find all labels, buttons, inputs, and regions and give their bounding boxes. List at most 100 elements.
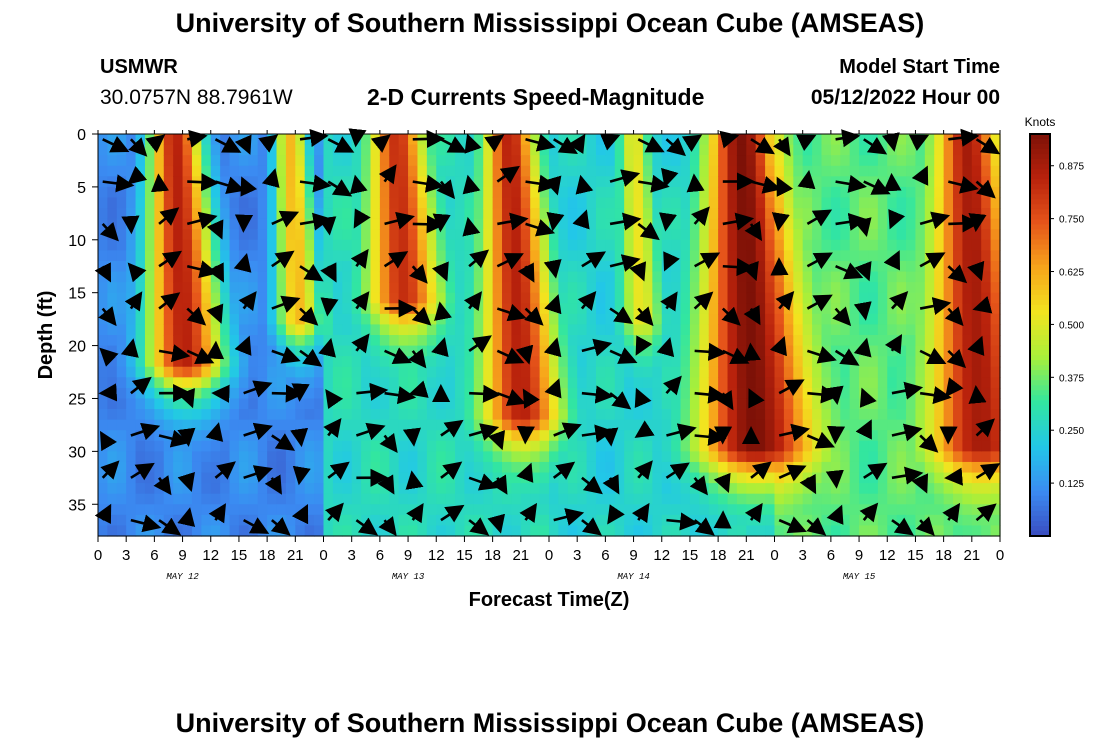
vector-arrow xyxy=(691,206,710,227)
colorbar-segment xyxy=(1030,465,1050,472)
heat-cell xyxy=(906,335,917,347)
heat-cell xyxy=(163,377,174,389)
vector-arrow xyxy=(207,262,224,283)
heat-cell xyxy=(285,176,296,188)
heat-cell xyxy=(520,229,531,241)
heat-cell xyxy=(173,134,184,146)
heat-cell xyxy=(135,165,146,177)
heat-cell xyxy=(191,493,202,505)
heat-cell xyxy=(248,239,259,251)
vector-arrow xyxy=(496,165,520,184)
heat-cell xyxy=(924,229,935,241)
heat-cell xyxy=(379,155,390,167)
heat-cell xyxy=(652,250,663,262)
heat-cell xyxy=(624,461,635,474)
vector-arrow xyxy=(515,344,534,365)
heat-cell xyxy=(163,155,174,167)
heat-cell xyxy=(943,472,954,484)
heat-cell xyxy=(389,155,400,167)
heat-cell xyxy=(633,451,644,463)
heat-cell xyxy=(567,165,578,177)
heat-cell xyxy=(558,176,569,188)
vector-arrow xyxy=(553,508,585,526)
heat-cell xyxy=(943,525,954,537)
heat-cell xyxy=(229,483,240,495)
vector-arrow xyxy=(975,418,995,438)
heat-cell xyxy=(868,440,879,452)
heat-cell xyxy=(511,335,522,347)
heat-cell xyxy=(257,260,268,273)
heat-cell xyxy=(661,440,672,452)
heat-cell xyxy=(812,176,823,188)
heat-cell xyxy=(511,514,522,527)
heat-cell xyxy=(210,387,221,400)
heat-cell xyxy=(727,430,738,442)
heat-cell xyxy=(426,440,437,452)
heat-cell xyxy=(126,186,137,199)
vector-arrow xyxy=(271,210,300,228)
heat-cell xyxy=(859,525,870,537)
heat-cell xyxy=(765,483,776,495)
heat-cell xyxy=(492,186,503,199)
heat-cell xyxy=(323,292,334,304)
heat-cell xyxy=(727,514,738,527)
heat-cell xyxy=(614,165,625,177)
heat-cell xyxy=(671,525,682,537)
heat-cell xyxy=(370,377,381,389)
vector-arrow xyxy=(406,503,424,524)
heat-cell xyxy=(332,303,343,315)
heat-cell xyxy=(511,525,522,537)
heat-cell xyxy=(257,409,268,421)
heat-cell xyxy=(417,282,428,294)
heat-cell xyxy=(257,356,268,368)
heat-cell xyxy=(661,377,672,389)
heat-cell xyxy=(661,208,672,220)
heat-cell xyxy=(285,335,296,347)
heat-cell xyxy=(473,451,484,463)
heat-cell xyxy=(642,472,653,484)
heat-cell xyxy=(502,451,513,463)
heat-cell xyxy=(191,292,202,304)
heat-cell xyxy=(238,483,249,495)
heat-cell xyxy=(370,239,381,251)
heat-cell xyxy=(370,440,381,452)
heat-cell xyxy=(624,335,635,347)
heat-cell xyxy=(201,451,212,463)
heat-cell xyxy=(229,218,240,230)
heat-cell xyxy=(379,292,390,304)
heat-cell xyxy=(455,493,466,505)
heat-cell xyxy=(238,525,249,537)
heat-cell xyxy=(304,387,315,400)
heat-cell xyxy=(614,472,625,484)
heat-cell xyxy=(840,176,851,188)
heat-cell xyxy=(605,165,616,177)
heat-cell xyxy=(812,335,823,347)
heat-cell xyxy=(135,239,146,251)
heat-cell xyxy=(718,335,729,347)
heat-cell xyxy=(708,419,719,431)
heat-cell xyxy=(652,451,663,463)
heat-cell xyxy=(398,504,409,516)
heat-cell xyxy=(361,409,372,421)
heat-cell xyxy=(981,377,992,389)
heat-cell xyxy=(473,144,484,156)
vector-arrow xyxy=(325,388,344,410)
heat-cell xyxy=(558,271,569,283)
heat-cell xyxy=(126,144,137,156)
heat-cell xyxy=(483,398,494,410)
heat-cell xyxy=(210,239,221,251)
heat-cell xyxy=(793,239,804,251)
heat-cell xyxy=(661,239,672,251)
heat-cell xyxy=(304,324,315,336)
heat-cell xyxy=(746,165,757,177)
heat-cell xyxy=(323,313,334,326)
heat-cell xyxy=(962,208,973,220)
heat-cell xyxy=(802,250,813,262)
heat-cell xyxy=(107,303,118,315)
heat-cell xyxy=(257,186,268,199)
heat-cell xyxy=(370,387,381,400)
heat-cell xyxy=(135,335,146,347)
heat-cell xyxy=(417,155,428,167)
heat-cell xyxy=(962,313,973,326)
heat-cell xyxy=(586,324,597,336)
